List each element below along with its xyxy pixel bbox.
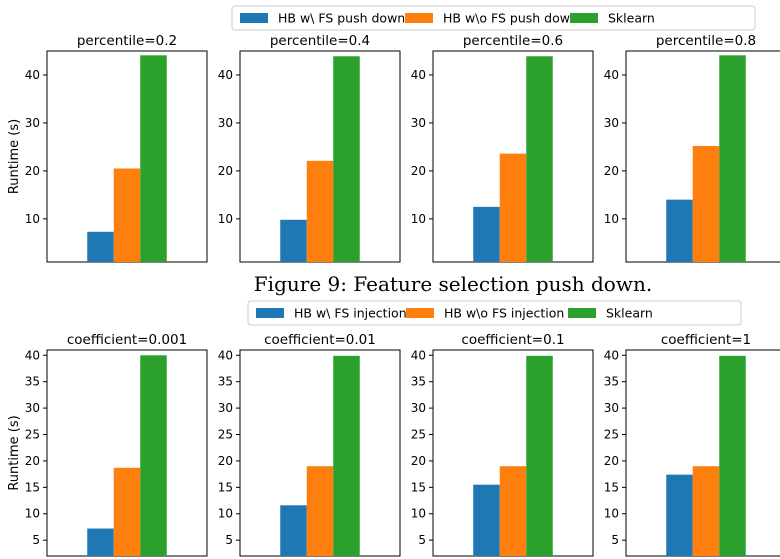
subplot-title: percentile=0.2 xyxy=(77,33,177,49)
y-tick-label: 10 xyxy=(218,212,233,226)
legend-swatch xyxy=(570,13,598,23)
y-tick-label: 35 xyxy=(411,375,426,389)
bar xyxy=(473,484,500,556)
bar xyxy=(280,219,307,262)
y-tick-label: 30 xyxy=(604,401,619,415)
legend-label: HB w\ FS push down xyxy=(278,11,405,26)
y-tick-label: 30 xyxy=(604,116,619,130)
bar xyxy=(87,231,114,262)
legend-label: Sklearn xyxy=(608,11,655,26)
y-tick-label: 40 xyxy=(604,348,619,362)
y-tick-label: 30 xyxy=(218,401,233,415)
y-tick-label: 25 xyxy=(25,428,40,442)
figure-caption: Figure 9: Feature selection push down. xyxy=(254,272,652,296)
y-tick-label: 20 xyxy=(604,454,619,468)
y-tick-label: 15 xyxy=(411,480,426,494)
y-tick-label: 35 xyxy=(25,375,40,389)
bar xyxy=(692,145,720,262)
y-tick-label: 35 xyxy=(218,375,233,389)
bar xyxy=(280,505,307,556)
y-axis-label: Runtime (s) xyxy=(7,119,22,194)
y-tick-label: 40 xyxy=(218,68,233,82)
subplot-title: coefficient=0.001 xyxy=(67,332,187,348)
y-tick-label: 5 xyxy=(611,533,619,547)
bar xyxy=(473,206,500,262)
bar xyxy=(499,153,527,262)
bar xyxy=(526,355,553,556)
legend-swatch xyxy=(256,308,284,318)
legend-box xyxy=(247,300,742,326)
legend-box xyxy=(231,5,756,31)
y-tick-label: 15 xyxy=(604,480,619,494)
bar xyxy=(140,355,167,556)
y-tick-label: 30 xyxy=(25,401,40,415)
bar xyxy=(306,466,334,556)
subplot-title: coefficient=0.1 xyxy=(461,332,564,348)
y-tick-label: 30 xyxy=(411,116,426,130)
y-tick-label: 20 xyxy=(218,164,233,178)
y-tick-label: 5 xyxy=(225,533,233,547)
y-tick-label: 35 xyxy=(604,375,619,389)
y-tick-label: 25 xyxy=(604,428,619,442)
bar xyxy=(113,168,141,262)
y-tick-label: 40 xyxy=(604,68,619,82)
bar xyxy=(666,474,693,556)
y-tick-label: 15 xyxy=(218,480,233,494)
y-tick-label: 40 xyxy=(25,348,40,362)
legend-swatch xyxy=(406,308,434,318)
y-tick-label: 25 xyxy=(411,428,426,442)
y-axis-label: Runtime (s) xyxy=(7,415,22,490)
y-tick-label: 20 xyxy=(25,164,40,178)
legend-swatch xyxy=(240,13,268,23)
subplot-title: coefficient=0.01 xyxy=(264,332,376,348)
y-tick-label: 10 xyxy=(411,507,426,521)
bar xyxy=(499,466,527,556)
y-tick-label: 15 xyxy=(25,480,40,494)
bar xyxy=(526,56,553,263)
y-tick-label: 40 xyxy=(218,348,233,362)
bar xyxy=(692,466,720,556)
legend-label: Sklearn xyxy=(606,306,653,321)
bar xyxy=(333,56,360,263)
y-tick-label: 10 xyxy=(604,507,619,521)
legend-label: HB w\o FS push down xyxy=(443,11,578,26)
subplot-title: coefficient=1 xyxy=(661,332,751,348)
y-tick-label: 30 xyxy=(218,116,233,130)
subplot-title: percentile=0.8 xyxy=(656,33,756,49)
y-tick-label: 20 xyxy=(218,454,233,468)
legend-label: HB w\o FS injection xyxy=(444,306,564,321)
subplot-title: percentile=0.6 xyxy=(463,33,563,49)
subplot-title: percentile=0.4 xyxy=(270,33,370,49)
y-tick-label: 30 xyxy=(411,401,426,415)
bar xyxy=(140,55,167,262)
y-tick-label: 20 xyxy=(411,164,426,178)
y-tick-label: 10 xyxy=(25,507,40,521)
y-tick-label: 25 xyxy=(218,428,233,442)
y-tick-label: 30 xyxy=(25,116,40,130)
bar xyxy=(666,199,693,262)
y-tick-label: 20 xyxy=(411,454,426,468)
legend-swatch xyxy=(405,13,433,23)
y-tick-label: 10 xyxy=(25,212,40,226)
y-tick-label: 20 xyxy=(25,454,40,468)
legend-swatch xyxy=(568,308,596,318)
bar xyxy=(113,467,141,556)
bar xyxy=(306,160,334,262)
y-tick-label: 5 xyxy=(418,533,426,547)
bar xyxy=(719,355,746,556)
y-tick-label: 40 xyxy=(411,68,426,82)
y-tick-label: 40 xyxy=(411,348,426,362)
y-tick-label: 5 xyxy=(32,533,40,547)
y-tick-label: 10 xyxy=(604,212,619,226)
y-tick-label: 10 xyxy=(411,212,426,226)
legend-label: HB w\ FS injection xyxy=(294,306,407,321)
bar xyxy=(333,355,360,556)
bar xyxy=(87,528,114,556)
y-tick-label: 40 xyxy=(25,68,40,82)
y-tick-label: 20 xyxy=(604,164,619,178)
bar xyxy=(719,55,746,262)
y-tick-label: 10 xyxy=(218,507,233,521)
